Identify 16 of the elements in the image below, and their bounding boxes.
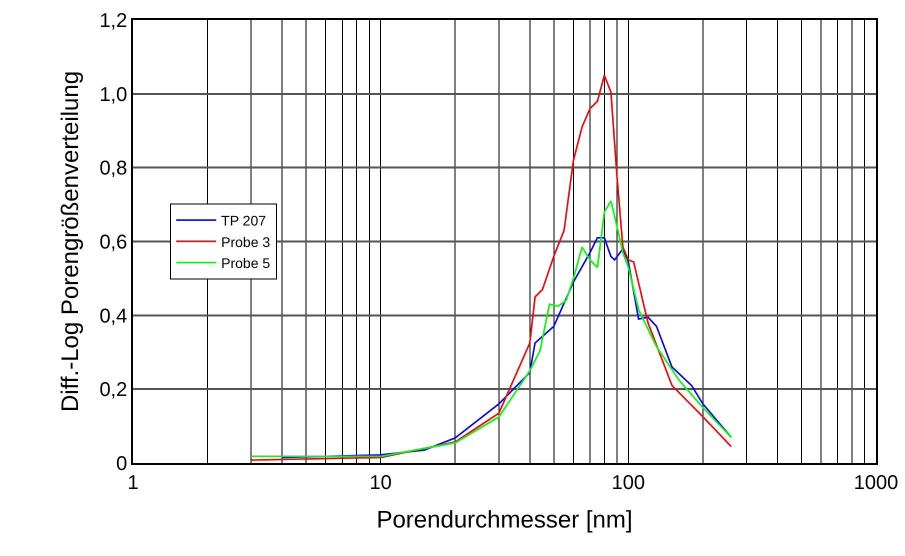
x-tick-label: 1000 xyxy=(854,472,898,494)
legend-label: TP 207 xyxy=(221,212,266,229)
y-tick-label: 1,2 xyxy=(99,10,128,32)
x-tick-label: 1 xyxy=(127,472,139,494)
y-axis-title: Diff.-Log Porengrößenverteilung xyxy=(57,70,84,412)
y-tick-label: 0,8 xyxy=(99,158,128,180)
y-tick-label: 0 xyxy=(116,453,128,475)
y-tick-label: 0,2 xyxy=(99,379,128,402)
y-tick-label: 0,4 xyxy=(99,305,128,328)
x-axis-title: Porendurchmesser [nm] xyxy=(376,506,633,534)
legend-label: Probe 5 xyxy=(221,254,270,271)
y-tick-label: 1,0 xyxy=(99,84,128,106)
x-tick-label: 100 xyxy=(612,472,646,494)
x-tick-label: 10 xyxy=(370,472,392,494)
legend-label: Probe 3 xyxy=(221,234,270,250)
y-tick-label: 0,6 xyxy=(99,232,128,254)
